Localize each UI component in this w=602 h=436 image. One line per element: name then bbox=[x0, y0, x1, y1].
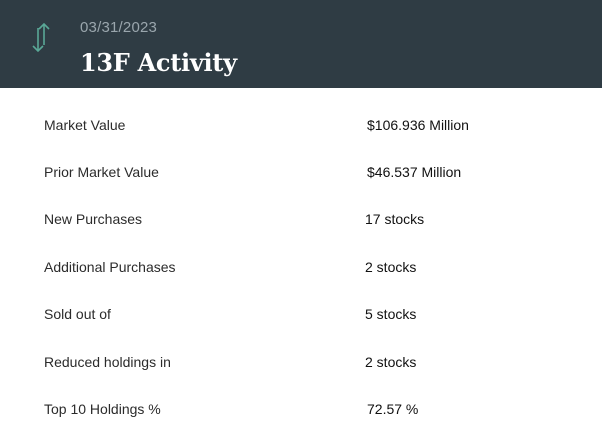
row-value: $46.537 Million bbox=[367, 163, 462, 180]
row-label: Reduced holdings in bbox=[44, 353, 171, 370]
activity-list: Market Value $106.936 Million Prior Mark… bbox=[0, 88, 602, 421]
row-prior-market-value: Prior Market Value $46.537 Million bbox=[0, 136, 602, 184]
row-value: 17 stocks bbox=[365, 211, 425, 227]
row-label: Market Value bbox=[44, 117, 126, 133]
row-label: New Purchases bbox=[44, 211, 143, 227]
row-additional-purchases: Additional Purchases 2 stocks bbox=[0, 231, 602, 279]
row-new-purchases: New Purchases 17 stocks bbox=[0, 183, 602, 231]
row-label: Sold out of bbox=[44, 306, 111, 322]
row-label: Top 10 Holdings % bbox=[44, 401, 161, 417]
row-value: 2 stocks bbox=[365, 353, 417, 370]
row-label: Prior Market Value bbox=[44, 163, 159, 180]
report-date: 03/31/2023 bbox=[80, 19, 158, 36]
row-sold-out-of: Sold out of 5 stocks bbox=[0, 278, 602, 326]
card-title: 13F Activity bbox=[80, 48, 237, 77]
row-value: 5 stocks bbox=[365, 306, 417, 322]
row-market-value: Market Value $106.936 Million bbox=[0, 88, 602, 136]
card-header: 03/31/2023 13F Activity bbox=[0, 0, 602, 88]
row-top-10-holdings: Top 10 Holdings % 72.57 % bbox=[0, 373, 602, 421]
row-label: Additional Purchases bbox=[44, 258, 176, 275]
row-value: 72.57 % bbox=[367, 401, 419, 417]
up-down-arrows-icon bbox=[29, 20, 53, 56]
row-value: 2 stocks bbox=[365, 258, 417, 275]
row-value: $106.936 Million bbox=[367, 117, 469, 133]
row-reduced-holdings: Reduced holdings in 2 stocks bbox=[0, 326, 602, 374]
